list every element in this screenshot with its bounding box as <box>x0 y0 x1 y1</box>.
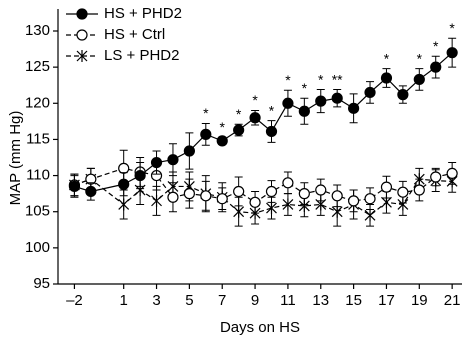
x-tick-label: 13 <box>312 292 329 309</box>
marker <box>183 145 195 157</box>
marker <box>118 198 130 211</box>
marker <box>85 185 97 198</box>
legend-marker <box>76 29 88 41</box>
marker <box>249 196 261 208</box>
y-tick-label: 115 <box>26 130 50 147</box>
marker <box>364 193 376 205</box>
marker <box>331 190 343 202</box>
y-tick-label: 110 <box>26 167 50 184</box>
series-line <box>74 167 453 204</box>
marker <box>298 188 310 200</box>
marker <box>380 72 393 84</box>
significance-label: * <box>252 92 258 108</box>
marker <box>282 198 294 211</box>
significance-label: * <box>269 102 275 118</box>
marker <box>315 95 327 107</box>
x-tick-label: 19 <box>411 292 428 309</box>
y-tick-label: 100 <box>25 239 50 256</box>
marker <box>397 89 409 101</box>
marker <box>233 205 245 218</box>
x-tick-label: 15 <box>345 292 362 309</box>
marker <box>183 188 195 200</box>
y-tick-label: 105 <box>25 203 50 220</box>
significance-label: * <box>220 119 226 135</box>
legend-marker <box>76 50 88 62</box>
significance-label: * <box>318 71 324 87</box>
marker <box>446 47 458 59</box>
significance-label: * <box>285 72 291 88</box>
marker <box>348 102 360 114</box>
marker <box>233 185 245 198</box>
marker <box>380 181 393 193</box>
marker <box>331 92 343 104</box>
significance-label: * <box>384 50 390 66</box>
marker <box>413 184 425 196</box>
significance-label: * <box>433 38 439 54</box>
marker <box>265 185 278 198</box>
marker <box>118 178 130 190</box>
significance-label: * <box>203 105 209 121</box>
marker <box>315 184 327 196</box>
legend-label: HS + Ctrl <box>104 26 165 43</box>
marker <box>249 112 261 124</box>
marker <box>364 86 376 99</box>
y-tick-label: 130 <box>25 22 50 39</box>
marker <box>265 125 278 138</box>
legend-marker <box>76 8 88 20</box>
marker <box>413 73 425 86</box>
series-line <box>74 52 453 193</box>
y-tick-label: 125 <box>25 58 50 75</box>
marker <box>150 156 163 169</box>
significance-label: * <box>449 20 455 36</box>
marker <box>216 135 228 147</box>
x-tick-label: 5 <box>185 292 193 309</box>
y-tick-label: 95 <box>33 275 50 292</box>
legend-label: LS + PHD2 <box>104 47 179 64</box>
marker <box>233 124 245 136</box>
marker <box>331 205 343 218</box>
marker <box>151 194 162 207</box>
marker <box>348 195 360 207</box>
marker <box>134 169 146 182</box>
series-line <box>74 178 453 217</box>
marker <box>298 105 310 117</box>
significance-label: ** <box>332 71 343 87</box>
marker <box>364 209 376 222</box>
marker <box>118 162 130 174</box>
y-tick-label: 120 <box>25 94 50 111</box>
marker <box>430 171 442 183</box>
x-tick-label: 3 <box>152 292 160 309</box>
y-axis-label: MAP (mm Hg) <box>7 111 24 206</box>
x-tick-label: 9 <box>251 292 259 309</box>
marker <box>200 190 212 202</box>
significance-label: * <box>236 106 242 122</box>
marker <box>282 97 294 109</box>
marker <box>167 154 179 166</box>
significance-label: * <box>302 80 308 96</box>
marker <box>216 193 228 205</box>
marker <box>430 61 442 73</box>
x-axis-label: Days on HS <box>220 319 300 336</box>
marker <box>68 180 81 193</box>
marker <box>397 186 409 198</box>
x-tick-label: 11 <box>280 292 296 309</box>
significance-label: * <box>417 50 423 66</box>
marker <box>266 202 277 215</box>
legend-label: HS + PHD2 <box>104 5 182 22</box>
x-tick-label: 7 <box>218 292 226 309</box>
x-tick-label: 21 <box>444 292 461 309</box>
marker <box>446 167 458 180</box>
x-tick-label: 1 <box>120 292 128 309</box>
marker <box>167 191 179 203</box>
marker <box>282 177 294 189</box>
x-tick-label: –2 <box>66 292 83 309</box>
x-tick-label: 17 <box>378 292 395 309</box>
marker <box>200 128 212 140</box>
